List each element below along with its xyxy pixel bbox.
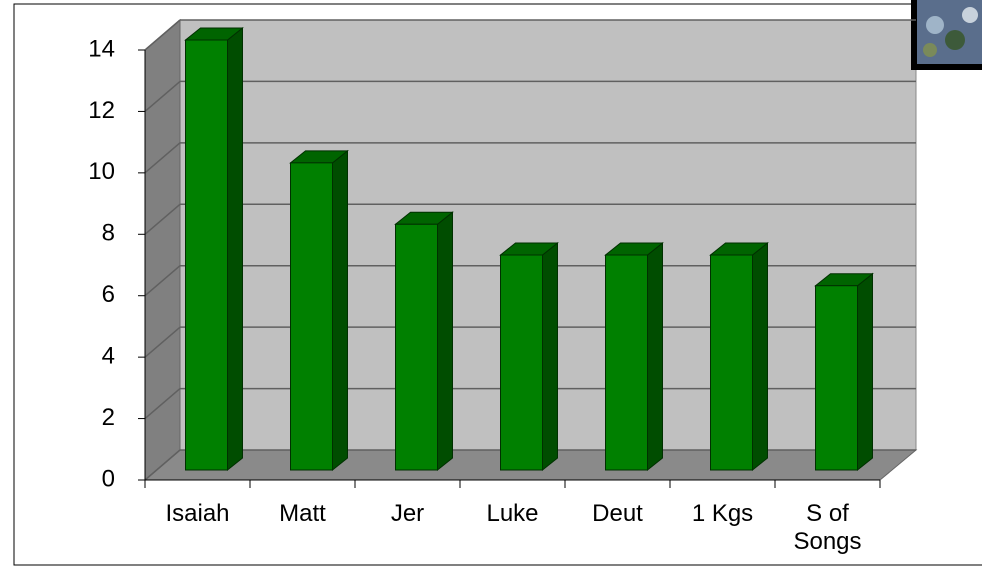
bar-side (438, 212, 453, 470)
y-tick-label: 10 (88, 158, 115, 185)
bar (396, 224, 438, 470)
x-tick-label: Matt (253, 500, 353, 528)
side-wall (145, 20, 180, 480)
bar (711, 255, 753, 470)
x-tick-label: Isaiah (148, 500, 248, 528)
page: 0 2 4 6 8 10 12 14 IsaiahMattJerLukeDeut1 KgsS … (0, 0, 982, 566)
bar (186, 40, 228, 470)
chart: 0 2 4 6 8 10 12 14 (0, 0, 982, 566)
bar-side (333, 151, 348, 470)
y-tick-label: 14 (88, 35, 115, 62)
bar (291, 163, 333, 470)
bar (501, 255, 543, 470)
y-tick-label: 4 (102, 342, 115, 369)
bar (606, 255, 648, 470)
thumbnail (911, 0, 982, 70)
x-tick-label: 1 Kgs (673, 500, 773, 528)
x-tick-label: Deut (568, 500, 668, 528)
y-tick-label: 8 (102, 220, 115, 247)
bar (816, 286, 858, 470)
y-tick-label: 12 (88, 97, 115, 124)
y-tick-label: 6 (102, 281, 115, 308)
bar-side (648, 243, 663, 470)
bar-side (858, 274, 873, 470)
x-tick-label: Jer (358, 500, 458, 528)
bar-side (543, 243, 558, 470)
x-tick-label: S of Songs (778, 500, 878, 556)
x-tick-label: Luke (463, 500, 563, 528)
y-tick-label: 0 (102, 465, 115, 492)
bar-side (228, 28, 243, 470)
bar-side (753, 243, 768, 470)
y-tick-label: 2 (102, 404, 115, 431)
